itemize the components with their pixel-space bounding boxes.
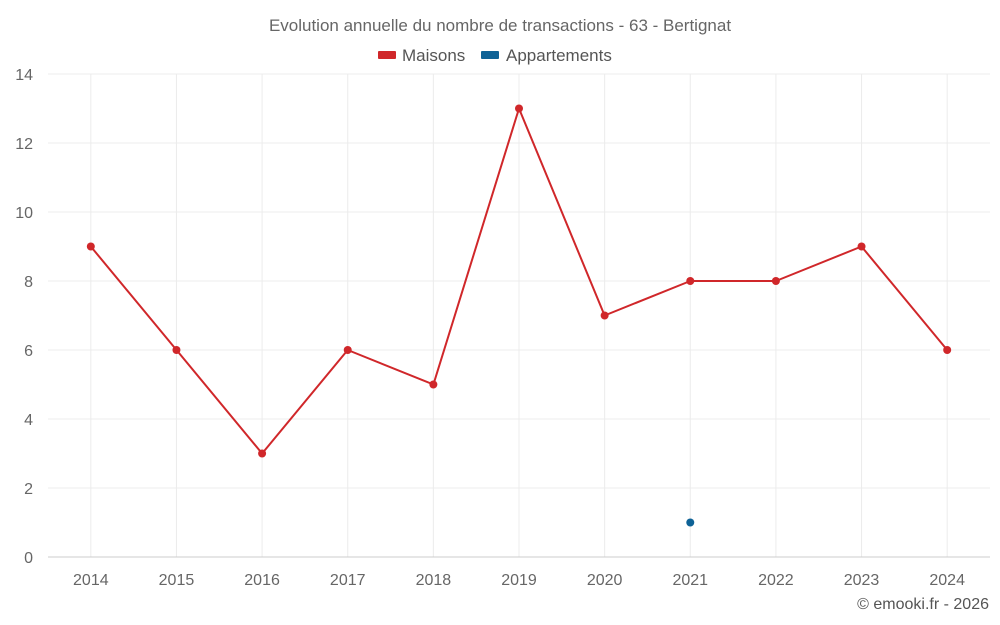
legend-label-maisons: Maisons — [402, 46, 465, 65]
data-point-maisons-2021[interactable] — [686, 277, 695, 285]
grid — [48, 73, 990, 557]
x-tick-label: 2014 — [73, 572, 109, 589]
legend: Maisons Appartements — [378, 46, 612, 65]
axes: 0 2 4 6 8 10 12 14 2014 2015 2016 2017 2018 2019 2020 2… — [15, 67, 990, 589]
x-tick-label: 2016 — [244, 572, 280, 589]
data-point-maisons-2016[interactable] — [258, 449, 267, 458]
data-point-maisons-2022[interactable] — [771, 277, 780, 285]
x-tick-label: 2022 — [758, 572, 794, 589]
y-tick-label: 0 — [24, 550, 33, 567]
chart-title: Evolution annuelle du nombre de transact… — [269, 16, 731, 35]
x-tick-label: 2019 — [501, 572, 537, 589]
credit-text: © emooki.fr - 2026 — [857, 596, 989, 613]
data-point-maisons-2020[interactable] — [600, 311, 609, 320]
legend-item-appartements[interactable]: Appartements — [481, 46, 612, 65]
x-tick-label: 2021 — [672, 572, 708, 589]
y-tick-label: 6 — [24, 343, 33, 360]
x-tick-label: 2024 — [929, 572, 965, 589]
x-tick-label: 2017 — [330, 572, 366, 589]
y-tick-label: 14 — [15, 67, 33, 84]
y-tick-label: 2 — [24, 481, 33, 498]
y-tick-label: 8 — [24, 274, 33, 291]
x-tick-label: 2023 — [844, 572, 880, 589]
data-point-maisons-2014[interactable] — [86, 242, 95, 251]
y-tick-label: 10 — [15, 205, 33, 222]
data-point-maisons-2023[interactable] — [857, 242, 866, 251]
data-point-appartements-2021[interactable] — [686, 518, 695, 527]
data-point-maisons-2024[interactable] — [943, 346, 952, 354]
data-point-maisons-2019[interactable] — [515, 104, 523, 113]
y-tick-label: 12 — [15, 136, 33, 153]
legend-swatch-appartements — [481, 51, 499, 59]
legend-label-appartements: Appartements — [506, 46, 612, 65]
plot-area — [86, 104, 952, 527]
data-point-maisons-2017[interactable] — [343, 346, 352, 354]
data-point-maisons-2015[interactable] — [172, 346, 181, 354]
x-tick-label: 2015 — [159, 572, 195, 589]
data-point-maisons-2018[interactable] — [429, 380, 438, 389]
legend-item-maisons[interactable]: Maisons — [378, 46, 465, 65]
y-tick-label: 4 — [24, 412, 33, 429]
x-tick-label: 2018 — [416, 572, 452, 589]
x-tick-label: 2020 — [587, 572, 623, 589]
legend-swatch-maisons — [378, 51, 396, 59]
